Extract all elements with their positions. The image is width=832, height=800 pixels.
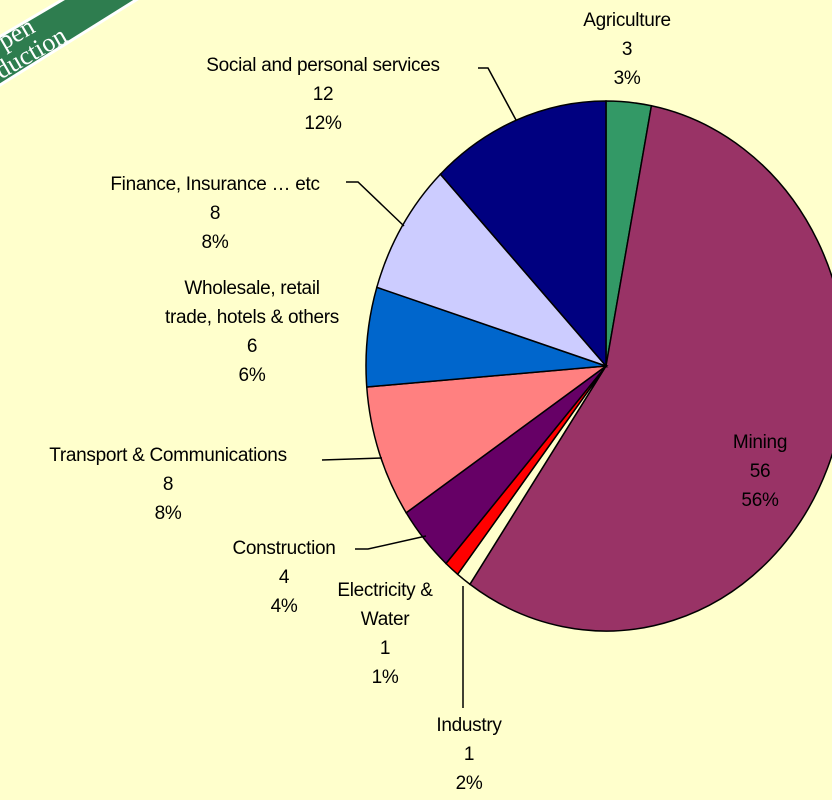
data-label: Social and personal services 12 12% xyxy=(206,51,440,138)
leader-lines xyxy=(321,67,517,708)
data-label: Transport & Communications 8 8% xyxy=(49,441,287,528)
value-label: 12 xyxy=(312,84,334,105)
percent-label: 8% xyxy=(154,503,182,524)
value-label: 6 xyxy=(246,336,258,357)
percent-label: 3% xyxy=(613,68,641,89)
percent-label: 6% xyxy=(238,365,266,386)
data-label: Wholesale, retail trade, hotels & others… xyxy=(165,274,339,390)
value-label: 3 xyxy=(621,39,633,60)
data-label: Electricity & Water 1 1% xyxy=(337,576,433,692)
pie-slice xyxy=(439,100,607,369)
leader-line xyxy=(321,457,383,461)
data-label: Agriculture 3 3% xyxy=(583,6,671,93)
value-label: 56 xyxy=(749,461,771,482)
category-label: Construction xyxy=(232,538,336,559)
banner: pen oduction xyxy=(0,0,139,91)
pie xyxy=(365,100,832,632)
data-label: Finance, Insurance … etc 8 8% xyxy=(110,170,320,257)
category-label: Social and personal services xyxy=(206,55,440,76)
category-label: Mining xyxy=(732,432,788,453)
data-label: Industry 1 2% xyxy=(436,711,501,798)
pie-slice xyxy=(375,173,609,368)
value-label: 8 xyxy=(162,474,174,495)
percent-label: 8% xyxy=(201,232,229,253)
percent-label: 2% xyxy=(455,773,483,794)
category-label: Finance, Insurance … etc xyxy=(110,174,320,195)
percent-label: 12% xyxy=(304,113,342,134)
value-label: 8 xyxy=(209,203,221,224)
value-label: 4 xyxy=(278,567,290,588)
percent-label: 1% xyxy=(371,667,399,688)
leader-line xyxy=(478,67,517,121)
value-label: 1 xyxy=(463,744,475,765)
category-label: Electricity & Water xyxy=(337,580,433,630)
category-label: Wholesale, retail trade, hotels & others xyxy=(164,278,340,328)
leader-line xyxy=(355,535,427,550)
category-label: Transport & Communications xyxy=(49,445,287,466)
pie-slice xyxy=(468,104,832,632)
value-label: 1 xyxy=(379,638,391,659)
pie-slice xyxy=(365,365,609,514)
category-label: Industry xyxy=(436,715,502,736)
leader-line xyxy=(346,181,405,227)
data-label: Construction 4 4% xyxy=(232,534,335,621)
banner-shape xyxy=(0,0,139,87)
category-label: Agriculture xyxy=(583,10,671,31)
data-label: Mining 56 56% xyxy=(733,428,787,515)
percent-label: 4% xyxy=(270,596,298,617)
percent-label: 56% xyxy=(741,490,779,511)
